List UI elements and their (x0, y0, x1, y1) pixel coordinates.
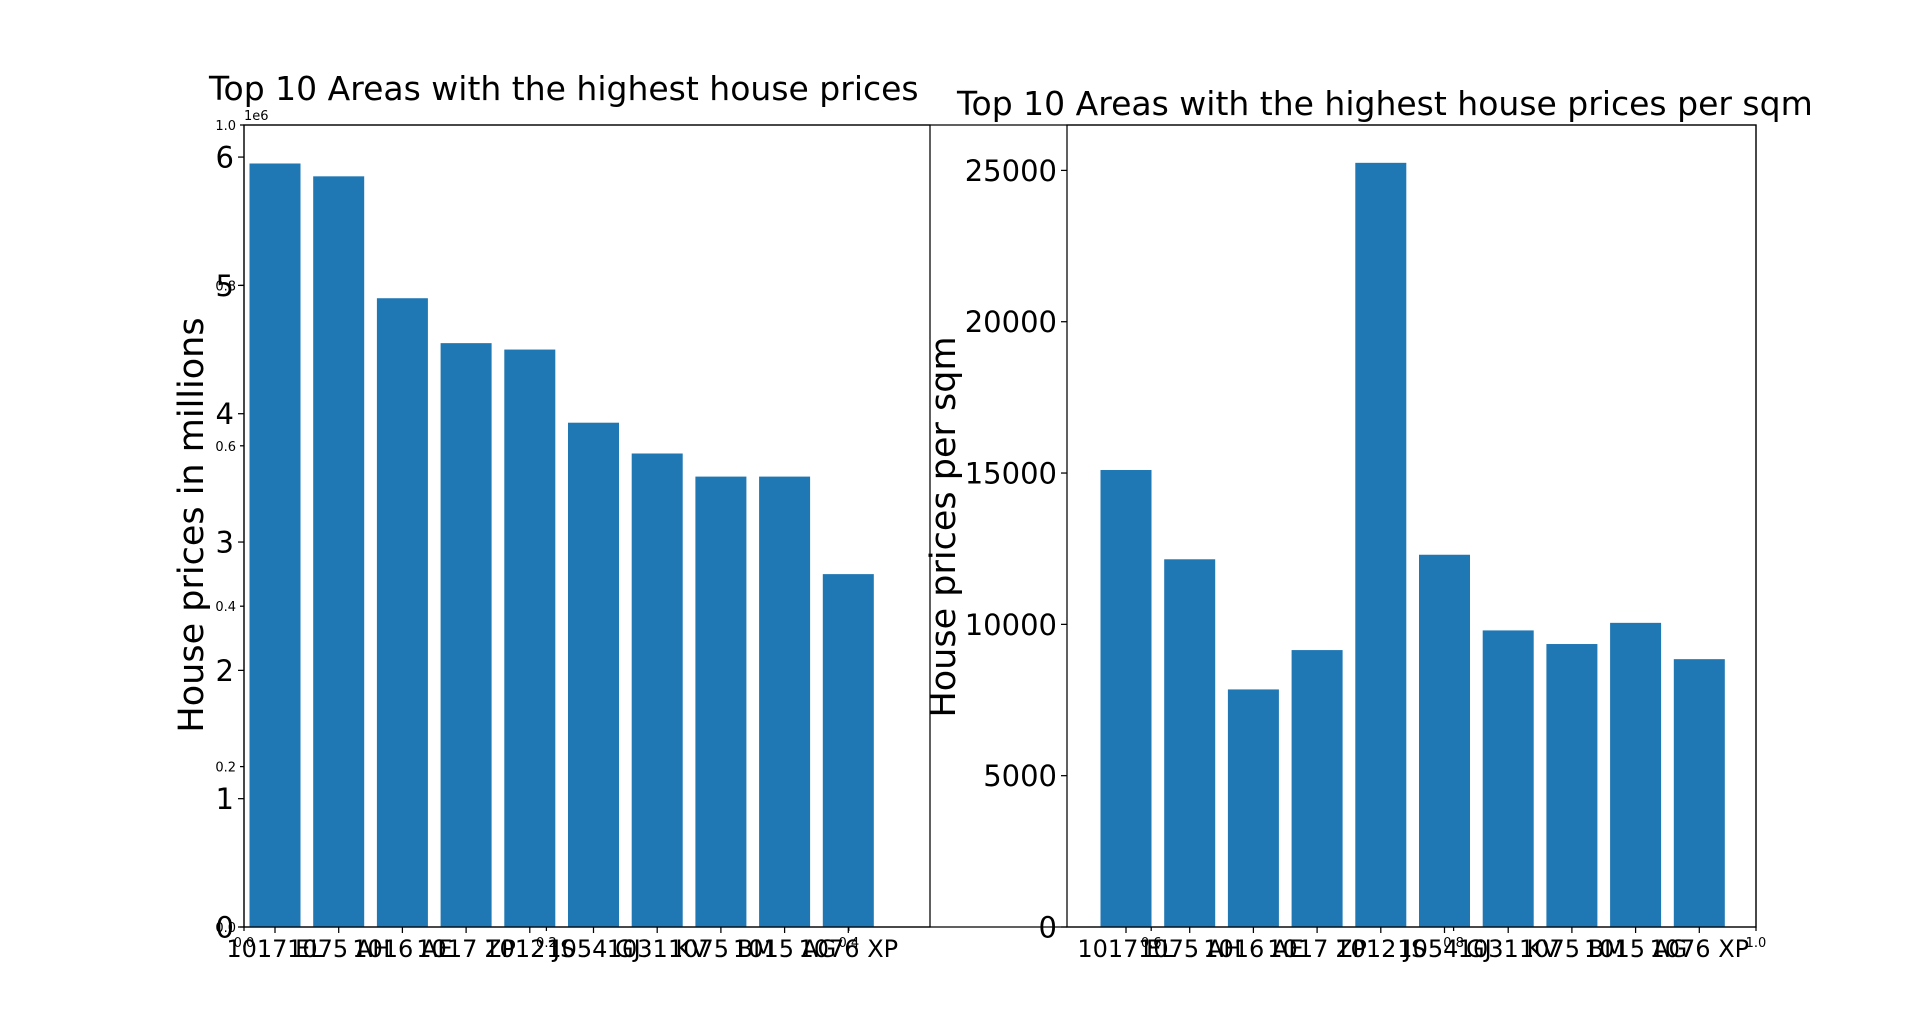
bar-1076-xp (822, 574, 874, 927)
bar-1016-ae (376, 298, 428, 927)
bg-y-tick-label: 0.4 (215, 600, 236, 615)
bg-y-tick-label: 0.6 (215, 440, 236, 455)
bg-x-tick-label: 0.0 (234, 936, 255, 951)
y-ticks: 0 1 2 3 4 5 6 (216, 141, 244, 944)
bar-1017-el (1100, 470, 1152, 927)
x-tick-label: 1075 AH (287, 935, 390, 963)
x-tick-label: 1076 XP (798, 935, 898, 963)
y-tick-label: 6 (216, 141, 234, 175)
y-ticks: 0 5000 10000 15000 20000 25000 (965, 154, 1067, 944)
y-tick-label: 0 (216, 910, 234, 944)
bg-y-tick-label: 0.2 (215, 761, 236, 776)
plot-frame (243, 124, 931, 928)
bar-1015-ag (759, 476, 811, 927)
bar-1031-kv (631, 453, 683, 927)
bars (249, 163, 874, 928)
x-tick-label: 1075 BM (668, 935, 774, 963)
bg-x-tick-label: 0.4 (838, 936, 859, 951)
y-tick-label: 25000 (965, 154, 1057, 188)
bar-1016-ae (1227, 689, 1279, 927)
x-tick-label: 1054 GJ (546, 935, 640, 963)
x-tick-label: 1015 AG (1584, 935, 1687, 963)
x-tick-label: 1075 BM (1519, 935, 1625, 963)
x-tick-label: 1012 JS (484, 935, 575, 963)
bar-1031-kv (1482, 630, 1534, 927)
y-tick-label: 15000 (965, 456, 1057, 490)
bg-y-tick-label: 0.0 (215, 921, 236, 936)
bar-1076-xp (1673, 659, 1725, 927)
y-tick-label: 0 (1039, 910, 1057, 944)
bar-1017-el (249, 163, 301, 928)
bg-x-tick-label: 0.6 (1141, 936, 1162, 951)
y-tick-label: 5000 (983, 759, 1057, 793)
chart-title: Top 10 Areas with the highest house pric… (956, 84, 1813, 123)
bar-1017-zp (1291, 650, 1343, 927)
x-tick-label: 1075 AH (1138, 935, 1241, 963)
x-tick-label: 1016 AE (1203, 935, 1303, 963)
y-tick-label: 4 (216, 397, 234, 431)
price-per-sqm-chart: Top 10 Areas with the highest house pric… (924, 84, 1813, 963)
x-tick-label: 1076 XP (1649, 935, 1749, 963)
bar-1054-gj (1419, 554, 1470, 927)
y-tick-label: 10000 (965, 608, 1057, 642)
house-prices-chart: Top 10 Areas with the highest house pric… (172, 69, 931, 963)
bg-x-tick-label: 1.0 (1746, 936, 1767, 951)
x-tick-label: 1054 GJ (1397, 935, 1491, 963)
plot-frame (1066, 124, 1757, 928)
chart-title: Top 10 Areas with the highest house pric… (208, 69, 919, 108)
offset-text: 1e6 (244, 109, 269, 124)
x-tick-label: 1031 KV (607, 935, 708, 963)
bg-y-tick-label: 1.0 (215, 119, 236, 134)
y-tick-label: 5 (216, 269, 234, 303)
y-tick-label: 20000 (965, 305, 1057, 339)
x-tick-label: 1017 ZP (1267, 935, 1367, 963)
bar-1075-ah (313, 176, 365, 927)
bar-1075-bm (695, 476, 747, 927)
bg-x-tick-label: 0.2 (536, 936, 557, 951)
y-axis-label: House prices in millions (172, 317, 212, 732)
bar-1012-js (504, 349, 556, 927)
bar-1075-bm (1546, 644, 1598, 927)
y-tick-label: 2 (216, 654, 234, 688)
bg-y-tick-label: 0.8 (215, 279, 236, 294)
x-tick-label: 1017 EL (1077, 935, 1175, 963)
x-tick-label: 1031 KV (1458, 935, 1559, 963)
y-tick-label: 1 (216, 782, 234, 816)
y-axis-label: House prices per sqm (924, 336, 964, 717)
y-tick-label: 3 (216, 525, 234, 559)
x-tick-label: 1015 AG (733, 935, 836, 963)
x-tick-label: 1017 EL (226, 935, 324, 963)
bar-1015-ag (1610, 622, 1662, 927)
bar-1054-gj (568, 422, 619, 927)
bars (1100, 162, 1725, 927)
x-tick-label: 1012 JS (1335, 935, 1426, 963)
x-tick-label: 1017 ZP (416, 935, 516, 963)
x-tick-label: 1016 AE (352, 935, 452, 963)
bg-x-tick-label: 0.8 (1443, 936, 1464, 951)
bar-1012-js (1355, 162, 1407, 927)
bar-1075-ah (1164, 559, 1216, 927)
bar-1017-zp (440, 343, 492, 927)
